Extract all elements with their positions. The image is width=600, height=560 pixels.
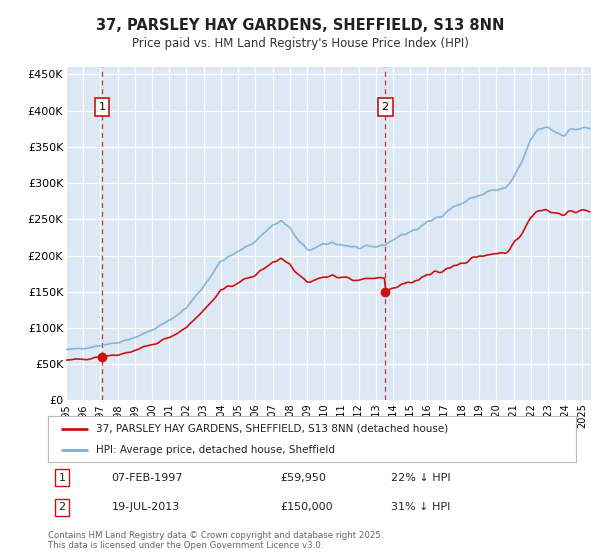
Text: Price paid vs. HM Land Registry's House Price Index (HPI): Price paid vs. HM Land Registry's House … xyxy=(131,37,469,50)
Text: 07-FEB-1997: 07-FEB-1997 xyxy=(112,473,183,483)
Text: £59,950: £59,950 xyxy=(280,473,326,483)
Text: 1: 1 xyxy=(98,102,106,112)
Text: 2: 2 xyxy=(382,102,389,112)
Text: HPI: Average price, detached house, Sheffield: HPI: Average price, detached house, Shef… xyxy=(95,445,335,455)
Text: 2: 2 xyxy=(59,502,65,512)
Text: 22% ↓ HPI: 22% ↓ HPI xyxy=(391,473,451,483)
Text: £150,000: £150,000 xyxy=(280,502,333,512)
Text: 1: 1 xyxy=(59,473,65,483)
Text: 37, PARSLEY HAY GARDENS, SHEFFIELD, S13 8NN: 37, PARSLEY HAY GARDENS, SHEFFIELD, S13 … xyxy=(96,18,504,32)
Text: 19-JUL-2013: 19-JUL-2013 xyxy=(112,502,179,512)
Text: Contains HM Land Registry data © Crown copyright and database right 2025.
This d: Contains HM Land Registry data © Crown c… xyxy=(48,531,383,550)
Text: 31% ↓ HPI: 31% ↓ HPI xyxy=(391,502,451,512)
Text: 37, PARSLEY HAY GARDENS, SHEFFIELD, S13 8NN (detached house): 37, PARSLEY HAY GARDENS, SHEFFIELD, S13 … xyxy=(95,423,448,433)
